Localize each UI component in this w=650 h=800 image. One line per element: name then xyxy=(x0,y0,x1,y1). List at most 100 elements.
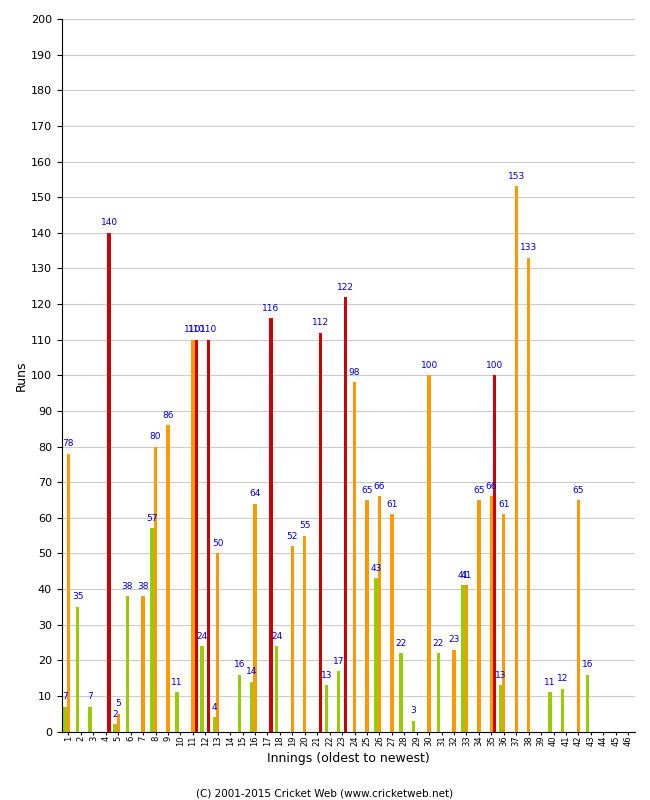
Text: 7: 7 xyxy=(87,692,93,702)
Text: 110: 110 xyxy=(184,326,202,334)
Text: 140: 140 xyxy=(101,218,118,227)
Text: 65: 65 xyxy=(473,486,485,494)
Bar xyxy=(586,674,589,731)
Bar xyxy=(465,586,468,731)
Bar xyxy=(88,706,92,731)
Text: 41: 41 xyxy=(458,571,469,580)
Bar xyxy=(191,340,194,731)
Text: 13: 13 xyxy=(320,671,332,680)
Text: 100: 100 xyxy=(486,361,503,370)
Text: 65: 65 xyxy=(361,486,372,494)
Bar xyxy=(499,686,502,731)
Bar xyxy=(200,646,203,731)
Text: 16: 16 xyxy=(233,660,245,669)
Bar xyxy=(549,692,552,731)
Text: 133: 133 xyxy=(520,243,538,252)
Bar xyxy=(64,706,67,731)
Bar xyxy=(344,297,347,731)
Bar xyxy=(324,686,328,731)
Bar xyxy=(319,333,322,731)
Bar xyxy=(194,340,198,731)
Bar xyxy=(154,446,157,731)
Text: 122: 122 xyxy=(337,282,354,291)
Text: 98: 98 xyxy=(349,368,360,377)
Text: 153: 153 xyxy=(508,172,525,181)
Bar xyxy=(527,258,530,731)
Bar xyxy=(411,721,415,731)
Text: 23: 23 xyxy=(448,635,460,644)
Bar xyxy=(477,500,480,731)
Text: 14: 14 xyxy=(246,667,257,676)
Text: 61: 61 xyxy=(386,500,398,509)
Bar xyxy=(250,682,254,731)
Bar xyxy=(399,653,402,731)
Bar xyxy=(462,586,465,731)
Text: 52: 52 xyxy=(287,532,298,541)
Bar xyxy=(452,650,456,731)
Bar xyxy=(176,692,179,731)
Bar xyxy=(378,496,381,731)
Bar xyxy=(213,718,216,731)
Text: 41: 41 xyxy=(461,571,472,580)
Bar xyxy=(374,578,378,731)
Bar xyxy=(489,496,493,731)
Text: 22: 22 xyxy=(433,639,444,648)
Text: 17: 17 xyxy=(333,657,344,666)
Text: 38: 38 xyxy=(122,582,133,591)
Text: 4: 4 xyxy=(211,703,217,712)
Bar xyxy=(113,725,116,731)
Bar xyxy=(237,674,241,731)
Bar xyxy=(291,546,294,731)
Text: 24: 24 xyxy=(196,632,207,641)
Bar xyxy=(303,535,306,731)
Text: 100: 100 xyxy=(421,361,438,370)
Y-axis label: Runs: Runs xyxy=(15,360,28,390)
Bar xyxy=(577,500,580,731)
Text: 12: 12 xyxy=(557,674,568,683)
Bar xyxy=(116,714,120,731)
Text: 80: 80 xyxy=(150,432,161,441)
Text: 11: 11 xyxy=(172,678,183,687)
Bar xyxy=(502,514,506,731)
Text: 110: 110 xyxy=(200,326,217,334)
Text: 86: 86 xyxy=(162,410,174,420)
Bar xyxy=(337,671,341,731)
Text: 43: 43 xyxy=(370,564,382,573)
Bar xyxy=(437,653,440,731)
Text: 22: 22 xyxy=(395,639,406,648)
Bar xyxy=(428,375,431,731)
Text: 16: 16 xyxy=(582,660,593,669)
Bar xyxy=(207,340,211,731)
Text: 116: 116 xyxy=(262,304,279,313)
Text: 57: 57 xyxy=(146,514,158,523)
Bar xyxy=(561,689,564,731)
Text: 66: 66 xyxy=(486,482,497,491)
Bar xyxy=(107,233,110,731)
Text: 64: 64 xyxy=(250,489,261,498)
Text: 2: 2 xyxy=(112,710,118,719)
Bar xyxy=(254,503,257,731)
Text: 35: 35 xyxy=(72,593,83,602)
Bar xyxy=(216,554,220,731)
Bar xyxy=(390,514,393,731)
Bar xyxy=(67,454,70,731)
Text: 50: 50 xyxy=(212,539,224,548)
Text: 61: 61 xyxy=(498,500,510,509)
Text: 110: 110 xyxy=(188,326,205,334)
Text: 7: 7 xyxy=(62,692,68,702)
Text: 66: 66 xyxy=(374,482,385,491)
Bar xyxy=(142,596,145,731)
Text: 11: 11 xyxy=(545,678,556,687)
Bar xyxy=(151,529,154,731)
Text: 5: 5 xyxy=(115,699,121,708)
Bar xyxy=(493,375,497,731)
Text: 112: 112 xyxy=(312,318,329,327)
Text: 38: 38 xyxy=(137,582,149,591)
Bar xyxy=(269,318,272,731)
Text: 24: 24 xyxy=(271,632,282,641)
Text: 65: 65 xyxy=(573,486,584,494)
Bar xyxy=(365,500,369,731)
Bar xyxy=(275,646,278,731)
Text: 78: 78 xyxy=(62,439,74,448)
Bar xyxy=(353,382,356,731)
